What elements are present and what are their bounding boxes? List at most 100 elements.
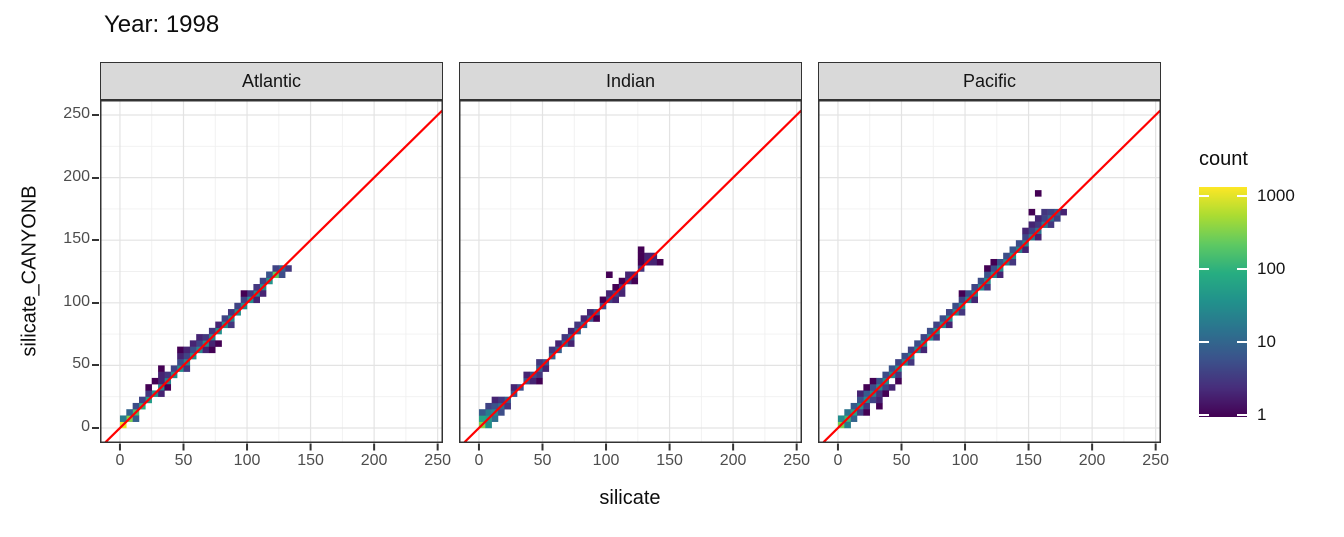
y-axis-tick — [92, 301, 99, 304]
x-tick-label: 150 — [297, 452, 324, 469]
bin-tile — [158, 377, 165, 385]
y-tick-label: 200 — [63, 167, 90, 185]
bin-tile — [850, 415, 858, 422]
bin-tile — [561, 334, 569, 341]
panel-border — [818, 100, 1161, 443]
bin-tile — [240, 290, 248, 297]
bin-tile — [586, 309, 594, 316]
bin-tile — [196, 334, 203, 341]
bin-tile — [177, 346, 184, 354]
bin-tile — [567, 327, 575, 335]
bin-tile — [177, 352, 184, 360]
bin-tile — [485, 421, 492, 429]
bin-tile — [478, 409, 486, 416]
y-axis-title: silicate_CANYONB — [18, 185, 41, 357]
bin-tile — [158, 371, 165, 379]
legend-tick-mark — [1199, 414, 1209, 416]
bin-tile — [227, 309, 235, 316]
bin-tile — [227, 321, 235, 329]
bin-tile — [183, 352, 191, 360]
y-axis-tick — [92, 176, 99, 179]
x-tick-label: 0 — [115, 452, 125, 469]
bin-tile — [529, 377, 537, 385]
bin-tile — [247, 290, 254, 297]
bin-tile — [536, 377, 543, 385]
bin-tile — [189, 340, 197, 347]
bin-tile — [285, 265, 292, 272]
legend-tick-label: 1000 — [1257, 186, 1295, 205]
y-tick-label: 100 — [63, 292, 90, 310]
bin-tile — [208, 327, 216, 335]
bin-tile — [952, 302, 959, 310]
identity-line — [821, 108, 1161, 443]
bin-tile — [555, 340, 562, 347]
bin-tile — [876, 402, 883, 410]
bin-tile — [933, 334, 940, 341]
bin-tile — [491, 396, 499, 404]
bin-tile — [593, 315, 600, 322]
bin-tile — [631, 277, 639, 285]
bin-tile — [618, 277, 626, 285]
bin-tile — [857, 390, 864, 397]
bin-tile — [637, 246, 645, 253]
x-tick-label: 50 — [174, 452, 193, 469]
bin-tile — [984, 284, 991, 291]
bin-tile — [164, 371, 172, 379]
y-tick-label: 150 — [63, 230, 90, 248]
bin-tile — [1047, 221, 1055, 228]
legend-tick-mark — [1237, 195, 1247, 197]
bin-tile — [882, 390, 890, 397]
bin-tile — [876, 377, 883, 385]
bin-tile — [945, 309, 953, 316]
bin-tile — [850, 402, 858, 410]
bin-tile — [1022, 227, 1029, 235]
facet-strip: Indian — [459, 62, 802, 100]
facet-strip-label: Pacific — [962, 70, 1016, 91]
x-tick-label: 250 — [424, 452, 451, 469]
bin-tile — [1015, 240, 1023, 247]
bin-tile — [863, 402, 870, 410]
bin-tile — [895, 377, 902, 385]
bin-tile — [498, 396, 505, 404]
bin-tile — [485, 402, 492, 410]
bin-tile — [542, 365, 550, 372]
bin-tile — [920, 334, 928, 341]
x-tick-label: 100 — [233, 452, 261, 469]
panel-border — [459, 100, 802, 443]
bin-tile — [996, 271, 1004, 279]
bin-tile — [196, 340, 203, 347]
bin-tile — [574, 321, 581, 329]
bin-tile — [234, 302, 241, 310]
bin-tile — [933, 321, 940, 329]
y-axis-tick — [92, 239, 99, 242]
bin-tile — [1028, 221, 1036, 228]
bin-tile — [837, 415, 845, 422]
bin-tile — [888, 384, 896, 391]
facet-strip: Pacific — [818, 62, 1161, 100]
bin-tile — [1034, 233, 1042, 241]
bin-tile — [971, 284, 978, 291]
y-axis-tick — [92, 114, 99, 117]
facet-strip-label: Indian — [605, 70, 656, 91]
identity-line — [103, 108, 443, 443]
y-tick-label: 0 — [81, 417, 90, 435]
legend-tick-mark — [1199, 195, 1209, 197]
bin-tile — [914, 340, 921, 347]
legend-title: count — [1199, 148, 1248, 170]
bin-tile — [567, 340, 575, 347]
y-axis-tick — [92, 364, 99, 367]
bin-tile — [1034, 221, 1042, 228]
bin-tile — [606, 290, 613, 297]
bin-tile — [189, 346, 197, 354]
bin-tile — [164, 384, 172, 391]
bin-tile — [126, 409, 133, 416]
bin-tile — [990, 258, 998, 266]
bin-tile — [580, 315, 588, 322]
bin-tile — [984, 265, 991, 272]
bin-tile — [863, 390, 870, 397]
bin-tile — [208, 346, 216, 354]
bin-tile — [876, 390, 883, 397]
x-tick-label: 200 — [719, 452, 747, 469]
bin-tile — [240, 296, 248, 304]
facet-strip-label: Atlantic — [241, 70, 302, 91]
